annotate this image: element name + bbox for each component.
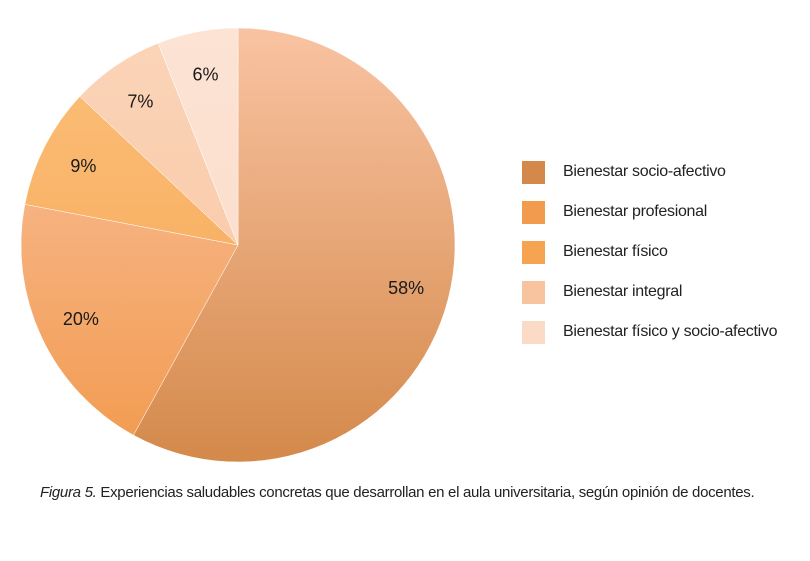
figure-caption: Figura 5. Experiencias saludables concre… — [40, 484, 755, 501]
slice-label: 58% — [388, 278, 424, 298]
legend-swatch — [522, 240, 545, 264]
slice-label: 9% — [70, 156, 96, 176]
caption-text: Experiencias saludables concretas que de… — [96, 484, 755, 501]
slice-label: 7% — [127, 91, 153, 111]
legend-swatch — [522, 160, 545, 184]
legend-swatch — [522, 200, 545, 224]
caption-prefix: Figura 5. — [40, 484, 97, 501]
legend: Bienestar socio-afectivo Bienestar profes… — [522, 152, 778, 352]
legend-swatch — [522, 280, 545, 304]
slice-label: 6% — [192, 64, 218, 84]
legend-item: Bienestar socio-afectivo — [522, 152, 777, 192]
pie-slice — [157, 27, 239, 246]
legend-label: Bienestar integral — [563, 283, 683, 300]
legend-label: Bienestar físico y socio-afectivo — [563, 323, 778, 340]
legend-swatch — [522, 320, 545, 344]
legend-item: Bienestar físico y socio-afectivo — [522, 312, 778, 352]
legend-label: Bienestar físico — [563, 243, 668, 260]
legend-item: Bienestar integral — [522, 272, 777, 312]
legend-label: Bienestar profesional — [563, 203, 708, 220]
legend-item: Bienestar profesional — [522, 192, 777, 232]
pie-slice — [133, 27, 456, 463]
legend-item: Bienestar físico — [522, 232, 777, 272]
legend-label: Bienestar socio-afectivo — [563, 163, 726, 180]
slice-label: 20% — [63, 309, 99, 329]
pie-slice — [20, 204, 239, 436]
pie-slice — [24, 96, 239, 246]
